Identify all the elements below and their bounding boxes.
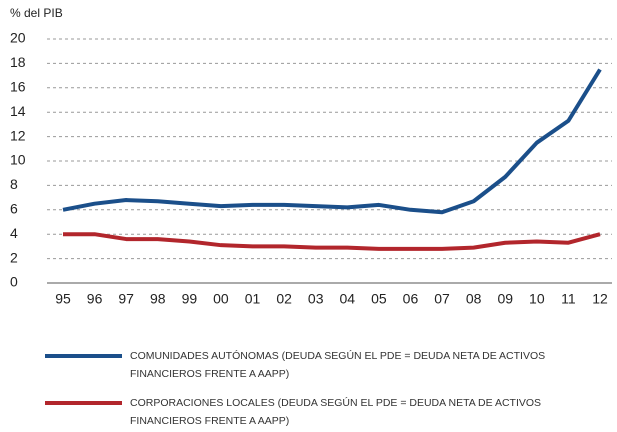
x-tick-label: 99 — [182, 291, 198, 307]
x-tick-label: 09 — [497, 291, 513, 307]
x-tick-label: 95 — [55, 291, 71, 307]
y-tick-label: 8 — [10, 176, 18, 192]
x-tick-label: 11 — [561, 291, 576, 307]
y-tick-label: 16 — [10, 79, 26, 95]
x-tick-label: 01 — [245, 291, 261, 307]
y-tick-label: 2 — [10, 249, 18, 265]
x-tick-label: 06 — [403, 291, 419, 307]
y-tick-label: 4 — [10, 225, 18, 241]
x-tick-label: 07 — [434, 291, 450, 307]
legend-label: COMUNIDADES AUTÓNOMAS (DEUDA SEGÚN EL PD… — [130, 350, 546, 380]
y-tick-label: 18 — [10, 54, 26, 70]
x-tick-label: 03 — [308, 291, 324, 307]
x-tick-label: 04 — [340, 291, 356, 307]
line — [63, 232, 601, 251]
y-axis-label: % del PIB — [10, 6, 63, 20]
y-tick-label: 10 — [10, 152, 26, 168]
y-tick-label: 12 — [10, 127, 26, 143]
x-tick-label: 05 — [371, 291, 387, 307]
x-tick-label: 08 — [466, 291, 482, 307]
y-tick-label: 20 — [10, 30, 26, 46]
y-tick-label: 14 — [10, 103, 26, 119]
x-tick-label: 02 — [276, 291, 292, 307]
y-tick-label: 6 — [10, 201, 18, 217]
x-tick-label: 10 — [529, 291, 545, 307]
x-tick-label: 96 — [87, 291, 103, 307]
line — [62, 68, 602, 215]
legend-label: CORPORACIONES LOCALES (DEUDA SEGÚN EL PD… — [130, 397, 542, 427]
x-tick-label: 12 — [592, 291, 608, 307]
x-tick-label: 00 — [213, 291, 229, 307]
x-tick-label: 98 — [150, 291, 166, 307]
y-tick-label: 0 — [10, 274, 18, 290]
x-tick-label: 97 — [118, 291, 134, 307]
